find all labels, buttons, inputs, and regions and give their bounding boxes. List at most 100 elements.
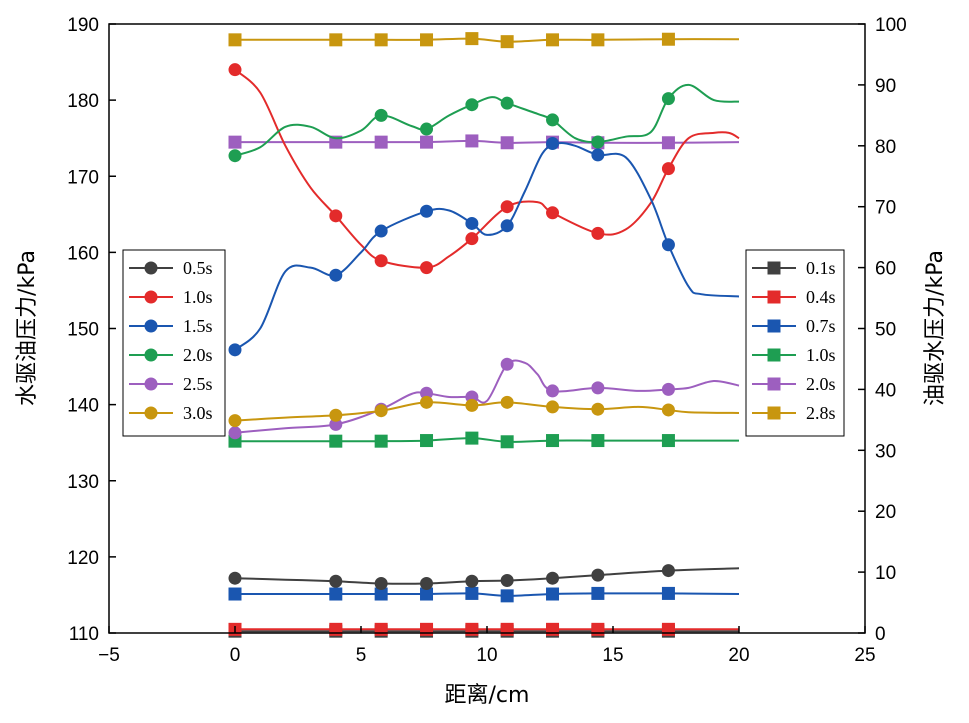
right-series-marker-3-2 [374,434,388,448]
left-legend-marker-4 [144,377,158,391]
left-series-3 [228,83,740,163]
right-series-marker-4-0 [228,135,242,149]
x-tick-label-0: −5 [98,645,120,666]
right-legend-label-2: 0.7s [806,316,836,336]
left-series-marker-5-2 [374,404,388,418]
left-tick-label-5: 160 [67,243,99,264]
right-series-marker-5-3 [420,33,434,47]
left-series-marker-3-2 [374,108,388,122]
right-tick-label-2: 20 [875,502,896,523]
legend-left: 0.5s 1.0s 1.5s 2.0s 2.5s 3.0s [122,249,226,437]
right-series-marker-5-2 [374,33,388,47]
left-series-marker-4-8 [661,382,675,396]
right-series-marker-5-1 [329,33,343,47]
left-series-marker-1-8 [661,162,675,176]
series-layer [228,32,740,638]
right-series-marker-2-6 [546,587,560,601]
left-tick-label-2: 130 [67,472,99,493]
right-series-5 [228,32,740,49]
left-series-marker-2-3 [420,204,434,218]
left-series-marker-2-0 [228,343,242,357]
left-tick-label-3: 140 [67,396,99,417]
left-series-marker-3-6 [546,113,560,127]
right-series-marker-4-3 [420,135,434,149]
right-series-line-4 [235,139,740,144]
left-series-marker-3-8 [661,92,675,106]
right-legend-marker-2 [767,319,781,333]
right-tick-label-9: 90 [875,76,896,97]
left-axis-title: 水驱油压力/kPa [15,250,40,406]
right-series-marker-5-5 [500,35,514,49]
left-series-marker-5-4 [465,398,479,412]
left-series-1 [228,63,740,275]
left-series-marker-3-4 [465,98,479,112]
left-series-0 [228,564,740,591]
left-legend-label-0: 0.5s [183,258,213,278]
right-series-marker-5-6 [546,33,560,47]
x-tick-label-1: 0 [230,645,241,666]
right-legend-marker-1 [767,290,781,304]
left-legend-label-4: 2.5s [183,374,213,394]
right-series-marker-2-7 [591,586,605,600]
left-series-marker-3-5 [500,96,514,110]
right-series-marker-4-2 [374,135,388,149]
right-series-marker-3-5 [500,435,514,449]
left-legend-marker-1 [144,290,158,304]
left-series-line-3 [234,83,740,157]
left-series-marker-1-4 [465,232,479,246]
right-series-marker-3-3 [420,434,434,448]
left-series-marker-5-3 [420,395,434,409]
left-series-2 [228,137,740,357]
x-tick-label-4: 15 [602,645,623,666]
left-tick-label-8: 190 [67,15,99,36]
left-tick-label-7: 180 [67,91,99,112]
right-legend-marker-3 [767,348,781,362]
right-series-marker-2-8 [661,586,675,600]
left-series-marker-1-7 [591,226,605,240]
left-series-5 [228,395,740,428]
left-series-marker-0-3 [420,577,434,591]
left-legend-label-5: 3.0s [183,403,213,423]
right-legend-label-0: 0.1s [806,258,836,278]
right-tick-label-5: 50 [875,320,896,341]
right-series-marker-5-8 [661,32,675,46]
right-series-marker-4-5 [500,136,514,150]
right-legend-label-5: 2.8s [806,403,836,423]
x-tick-label-3: 10 [476,645,497,666]
right-series-marker-2-0 [228,587,242,601]
right-series-marker-3-7 [591,434,605,448]
left-series-marker-1-2 [374,254,388,268]
right-legend-marker-4 [767,377,781,391]
right-series-line-3 [235,437,739,443]
right-tick-label-3: 30 [875,441,896,462]
left-series-marker-2-5 [500,219,514,233]
right-series-line-2 [235,592,740,597]
right-series-marker-5-7 [591,33,605,47]
left-series-marker-1-0 [228,63,242,77]
right-series-marker-5-0 [228,33,242,47]
left-series-marker-3-3 [420,122,434,136]
left-series-marker-3-0 [228,149,242,163]
right-legend-label-1: 0.4s [806,287,836,307]
right-series-marker-2-1 [329,587,343,601]
left-series-marker-2-4 [465,216,479,230]
x-tick-label-6: 25 [854,645,875,666]
left-tick-label-1: 120 [67,548,99,569]
left-series-marker-2-8 [661,238,675,252]
left-series-marker-0-5 [500,573,514,587]
left-series-marker-1-1 [329,209,343,223]
right-tick-label-0: 0 [875,624,886,645]
left-legend-box [122,249,226,437]
left-series-marker-0-7 [591,568,605,582]
right-tick-label-4: 40 [875,380,896,401]
left-tick-label-4: 150 [67,320,99,341]
left-series-marker-0-6 [546,571,560,585]
left-legend-marker-2 [144,319,158,333]
left-series-marker-0-0 [228,571,242,585]
left-series-marker-4-0 [228,426,242,440]
right-series-marker-4-4 [465,134,479,148]
right-legend-label-3: 1.0s [806,345,836,365]
left-series-marker-5-8 [661,403,675,417]
left-series-marker-2-2 [374,224,388,238]
